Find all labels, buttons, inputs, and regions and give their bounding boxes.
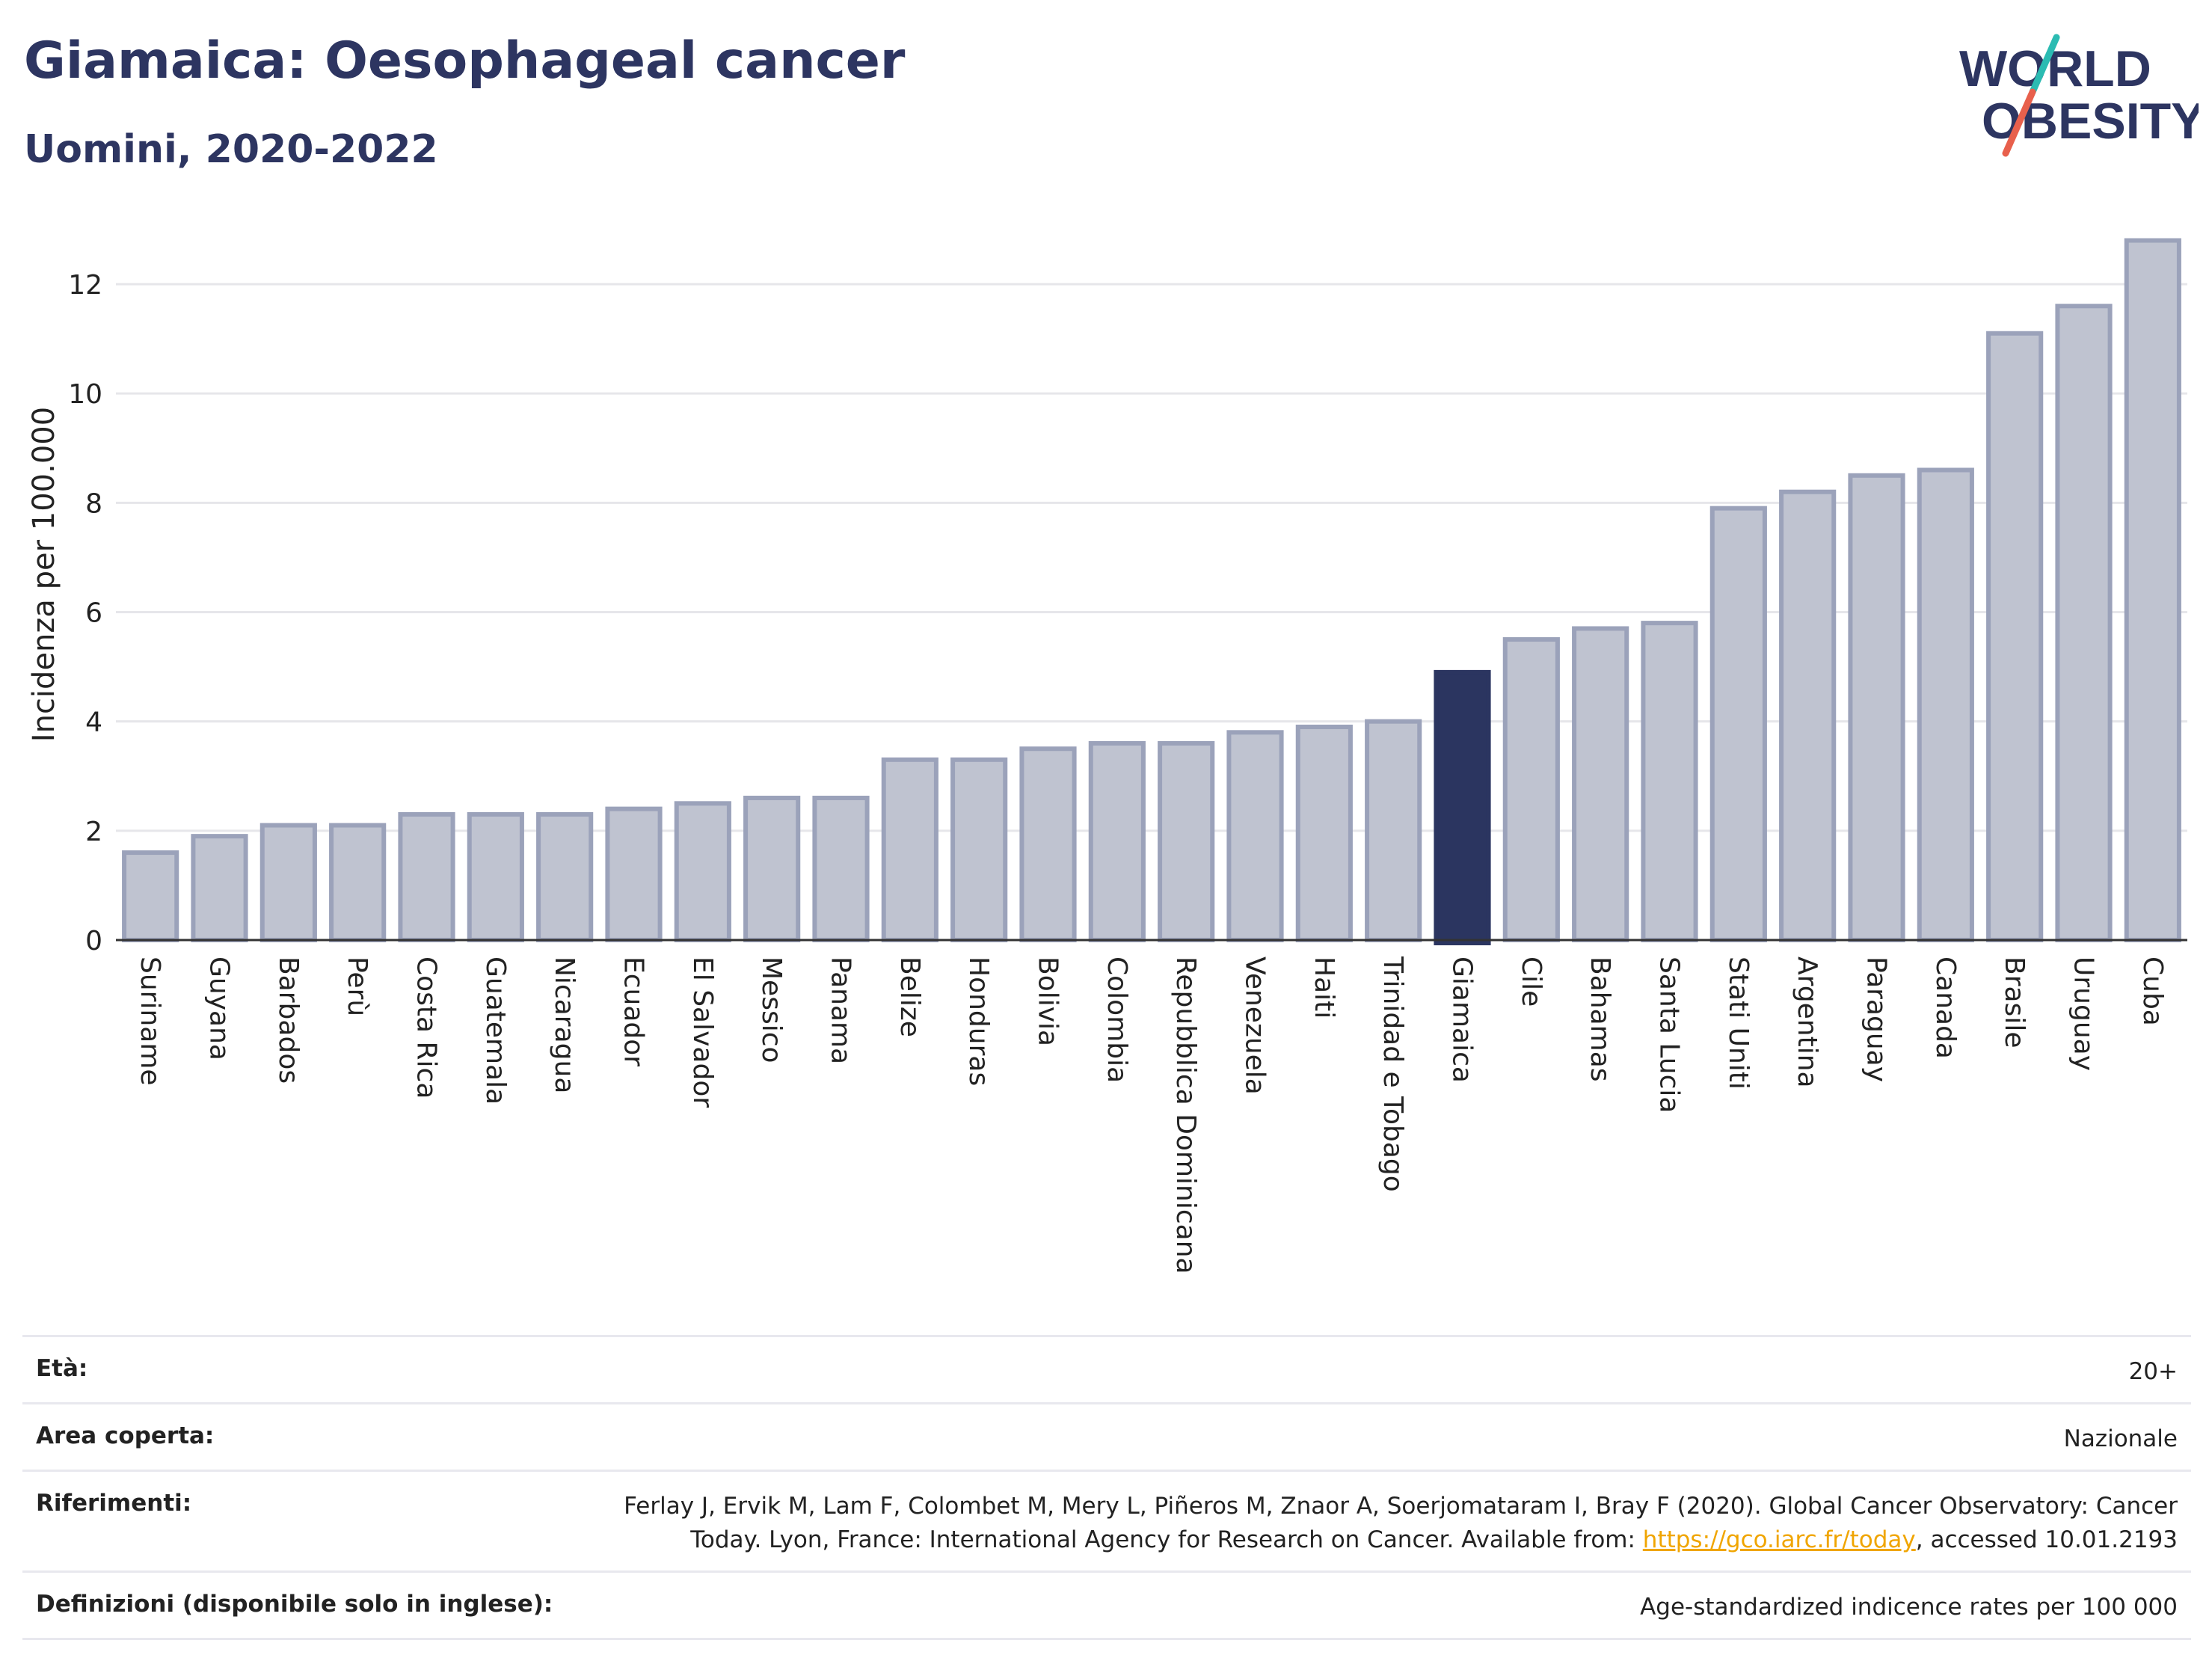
x-tick-label: Guatemala: [480, 957, 511, 1105]
x-tick-label: Guyana: [204, 957, 235, 1060]
y-axis-ticks: 0 2 4 6 8 10 12: [68, 270, 102, 957]
meta-row-age: Età: 20+: [22, 1335, 2191, 1402]
references-accessed: , accessed 10.01.2193: [1915, 1526, 2178, 1553]
meta-area-value: Nazionale: [2063, 1425, 2178, 1452]
bar-honduras: [950, 757, 1008, 943]
y-tick-label: 2: [85, 817, 102, 847]
y-tick-label: 12: [68, 270, 102, 301]
bar-belize: [881, 757, 938, 943]
bar-uruguay: [2055, 304, 2113, 942]
x-tick-label: Belize: [894, 957, 925, 1037]
meta-age-label: Età:: [36, 1355, 88, 1382]
bar-santa-lucia: [1641, 621, 1698, 942]
x-tick-label: Brasile: [1999, 957, 2030, 1048]
y-tick-label: 6: [85, 598, 102, 629]
x-tick-label: Venezuela: [1240, 957, 1271, 1095]
x-tick-label: Messico: [756, 957, 787, 1063]
meta-row-area: Area coperta: Nazionale: [22, 1401, 2191, 1470]
x-tick-label: Giamaica: [1447, 957, 1478, 1083]
bar-venezuela: [1226, 730, 1284, 942]
meta-area-label: Area coperta:: [36, 1422, 215, 1449]
bar-trinidad-e-tobago: [1365, 719, 1422, 943]
bar-cile: [1502, 637, 1560, 943]
logo-text-world: WORLD: [1959, 40, 2151, 97]
chart-subtitle: Uomini, 2020-2022: [24, 127, 438, 172]
y-gridlines: [116, 283, 2187, 832]
x-tick-label: Costa Rica: [411, 957, 442, 1099]
bar-brasile: [1986, 331, 2044, 942]
bar-guatemala: [467, 811, 524, 942]
x-tick-label: Haiti: [1309, 957, 1339, 1019]
bar-bahamas: [1572, 626, 1629, 942]
chart-title: Giamaica: Oesophageal cancer: [24, 31, 906, 90]
x-tick-label: Nicaragua: [549, 957, 580, 1093]
x-tick-label: Perù: [342, 957, 372, 1016]
bar-el-salvador: [674, 801, 731, 942]
x-tick-label: Panama: [826, 957, 856, 1064]
x-tick-label: Barbados: [273, 957, 304, 1084]
bar-haiti: [1295, 724, 1353, 942]
x-tick-label: Suriname: [135, 957, 165, 1086]
bar-canada: [1917, 467, 1974, 942]
x-tick-label: Cile: [1516, 957, 1546, 1007]
x-tick-label: Colombia: [1102, 957, 1132, 1083]
x-tick-label: Honduras: [963, 957, 994, 1086]
bar-cuba: [2124, 238, 2181, 942]
x-tick-label: Bahamas: [1585, 957, 1615, 1082]
bar-chart: 0 2 4 6 8 10 12 Suriname Guyana Barbados Perù Cost…: [27, 238, 2187, 1274]
meta-definitions-value: Age-standardized indicence rates per 100…: [1640, 1593, 2178, 1621]
x-axis-labels: Suriname Guyana Barbados Perù Costa Rica Guat…: [135, 956, 2168, 1274]
bar-ecuador: [605, 806, 663, 942]
bar-bolivia: [1019, 746, 1077, 942]
bar-paraguay: [1848, 473, 1905, 942]
bar-costa-rica: [398, 811, 455, 942]
meta-references-value: Ferlay J, Ervik M, Lam F, Colombet M, Me…: [577, 1490, 2178, 1557]
bar-nicaragua: [536, 811, 594, 942]
x-tick-label: El Salvador: [687, 957, 718, 1108]
x-tick-label: Uruguay: [2068, 957, 2099, 1071]
bar-argentina: [1779, 489, 1837, 942]
x-tick-label: Bolivia: [1033, 957, 1063, 1046]
bar-stati-uniti: [1709, 506, 1767, 942]
y-tick-label: 10: [68, 379, 102, 410]
bar-repubblica-dominicana: [1158, 740, 1215, 943]
meta-age-value: 20+: [2128, 1358, 2178, 1385]
bar-barbados: [259, 823, 317, 943]
x-tick-label: Trinidad e Tobago: [1377, 956, 1408, 1192]
y-tick-label: 4: [85, 707, 102, 738]
meta-row-definitions: Definizioni (disponibile solo in inglese…: [22, 1570, 2191, 1640]
x-tick-label: Repubblica Dominicana: [1170, 957, 1201, 1274]
y-tick-label: 8: [85, 488, 102, 519]
bar-messico: [743, 795, 801, 942]
bar-suriname: [122, 850, 179, 942]
references-text: Ferlay J, Ervik M, Lam F, Colombet M, Me…: [624, 1492, 2178, 1553]
x-tick-label: Paraguay: [1861, 957, 1892, 1082]
x-tick-label: Ecuador: [618, 957, 649, 1066]
x-tick-label: Stati Uniti: [1723, 957, 1754, 1090]
y-axis-label: Incidenza per 100.000: [27, 407, 61, 742]
x-tick-label: Santa Lucia: [1654, 957, 1685, 1113]
world-obesity-logo[interactable]: WORLD OBESITY: [1944, 30, 2199, 157]
bar-giamaica: [1434, 669, 1491, 945]
x-tick-label: Canada: [1930, 957, 1961, 1059]
meta-definitions-label: Definizioni (disponibile solo in inglese…: [36, 1590, 553, 1618]
x-tick-label: Cuba: [2137, 957, 2168, 1026]
metadata-table: Età: 20+ Area coperta: Nazionale Riferim…: [22, 1335, 2191, 1640]
references-link[interactable]: https://gco.iarc.fr/today: [1642, 1526, 1916, 1553]
logo-slash-red: [2002, 88, 2036, 157]
x-tick-label: Argentina: [1792, 957, 1822, 1088]
meta-references-label: Riferimenti:: [36, 1489, 192, 1517]
bars: [122, 238, 2181, 945]
meta-row-references: Riferimenti: Ferlay J, Ervik M, Lam F, C…: [22, 1469, 2191, 1570]
logo-slash-teal: [2029, 34, 2060, 96]
bar-per-: [329, 823, 387, 943]
bar-panama: [812, 795, 870, 942]
bar-colombia: [1088, 740, 1146, 943]
y-tick-label: 0: [85, 926, 102, 957]
bar-guyana: [191, 834, 248, 943]
